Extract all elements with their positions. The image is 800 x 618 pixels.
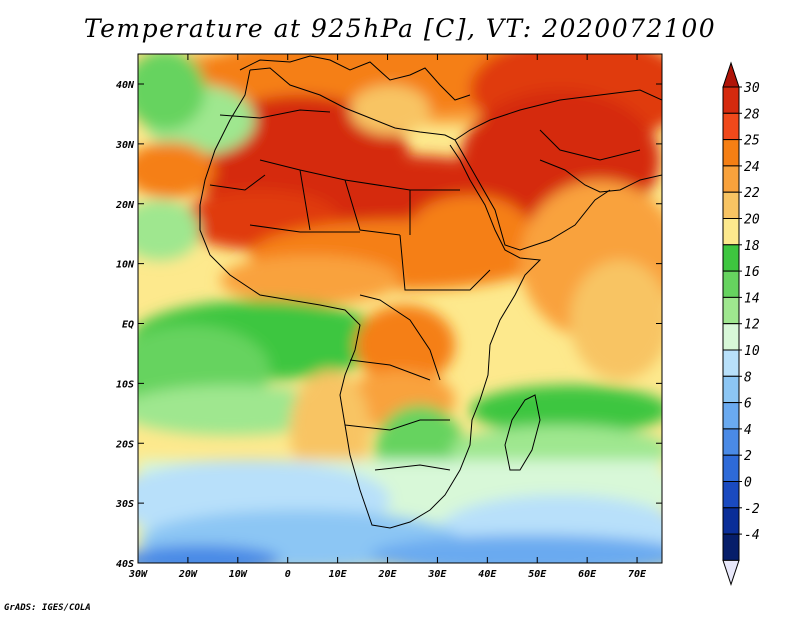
colorbar-swatch [722,112,740,141]
colorbar-label: 10 [744,344,760,359]
lat-tick-label: 10S [116,379,134,390]
colorbar-label: 25 [744,134,760,149]
lon-tick-label: 60E [578,569,597,580]
colorbar-label: -4 [744,528,760,543]
colorbar-label: 4 [744,423,752,438]
colorbar-label: 16 [744,265,760,280]
colorbar-label: 18 [744,239,760,254]
latitude-axis: 40N 30N 20N 10N EQ 10S 20S 30S 40S [115,80,662,570]
lon-tick-label: 20W [178,569,198,580]
lon-tick-label: 20E [377,569,397,580]
colorbar-swatch [722,165,740,193]
lat-tick-label: 40N [116,80,135,91]
colorbar-bottom-arrow [722,559,740,586]
lat-tick-label: 20S [115,439,134,450]
colorbar-swatch [722,218,740,246]
colorbar-swatch [722,296,740,325]
lon-tick-label: 30W [128,569,148,580]
lon-tick-label: 40E [478,569,497,580]
colorbar-swatch [722,375,740,404]
colorbar-swatch [722,139,740,167]
colorbar-label: 22 [744,186,760,201]
lat-tick-label: 20N [115,200,135,211]
colorbar-swatch [722,270,740,298]
colorbar-label: 2 [744,449,752,464]
colorbar-label: 0 [744,476,752,491]
colorbar-swatch [722,86,740,114]
colorbar-swatch [722,507,740,535]
plot-title: Temperature at 925hPa [C], VT: 202007210… [83,14,717,43]
lat-tick-label: 30N [115,140,135,151]
colorbar-label: 14 [744,291,760,306]
colorbar-label: -2 [744,502,760,517]
lon-tick-label: 10E [329,569,348,580]
colorbar-label: 6 [744,397,752,412]
colorbar-swatch [722,402,740,430]
lat-tick-label: 30S [115,499,134,510]
colorbar-swatch [722,533,740,561]
colorbar-label: 8 [744,370,752,385]
colorbar-swatch [722,191,740,219]
colorbar-swatch [722,244,740,272]
lat-tick-label: EQ [122,320,134,331]
credit-text: GrADS: IGES/COLA [4,603,91,613]
lon-tick-label: 0 [285,569,291,580]
lon-tick-label: 30E [427,569,447,580]
colorbar-label: 24 [744,160,760,175]
colorbar-label: 12 [744,318,760,333]
colorbar-swatch [722,323,740,351]
colorbar-swatch [722,481,740,509]
temperature-field [138,54,662,563]
lon-tick-label: 50E [528,569,547,580]
colorbar-swatch [722,349,740,377]
lat-tick-label: 40S [116,559,134,570]
lon-tick-label: 70E [628,569,647,580]
colorbar-label: 20 [744,213,760,228]
colorbar-top-arrow [722,61,740,88]
lat-tick-label: 10N [116,260,135,271]
colorbar-swatch [722,454,740,483]
colorbar-label: 28 [744,107,760,122]
map-frame [137,53,663,564]
colorbar-swatch [722,428,740,456]
longitude-axis: 30W 20W 10W 0 10E 20E 30E 40E 50E 60E 70E [128,54,647,580]
lon-tick-label: 10W [229,569,248,580]
colorbar-label: 30 [743,81,760,96]
